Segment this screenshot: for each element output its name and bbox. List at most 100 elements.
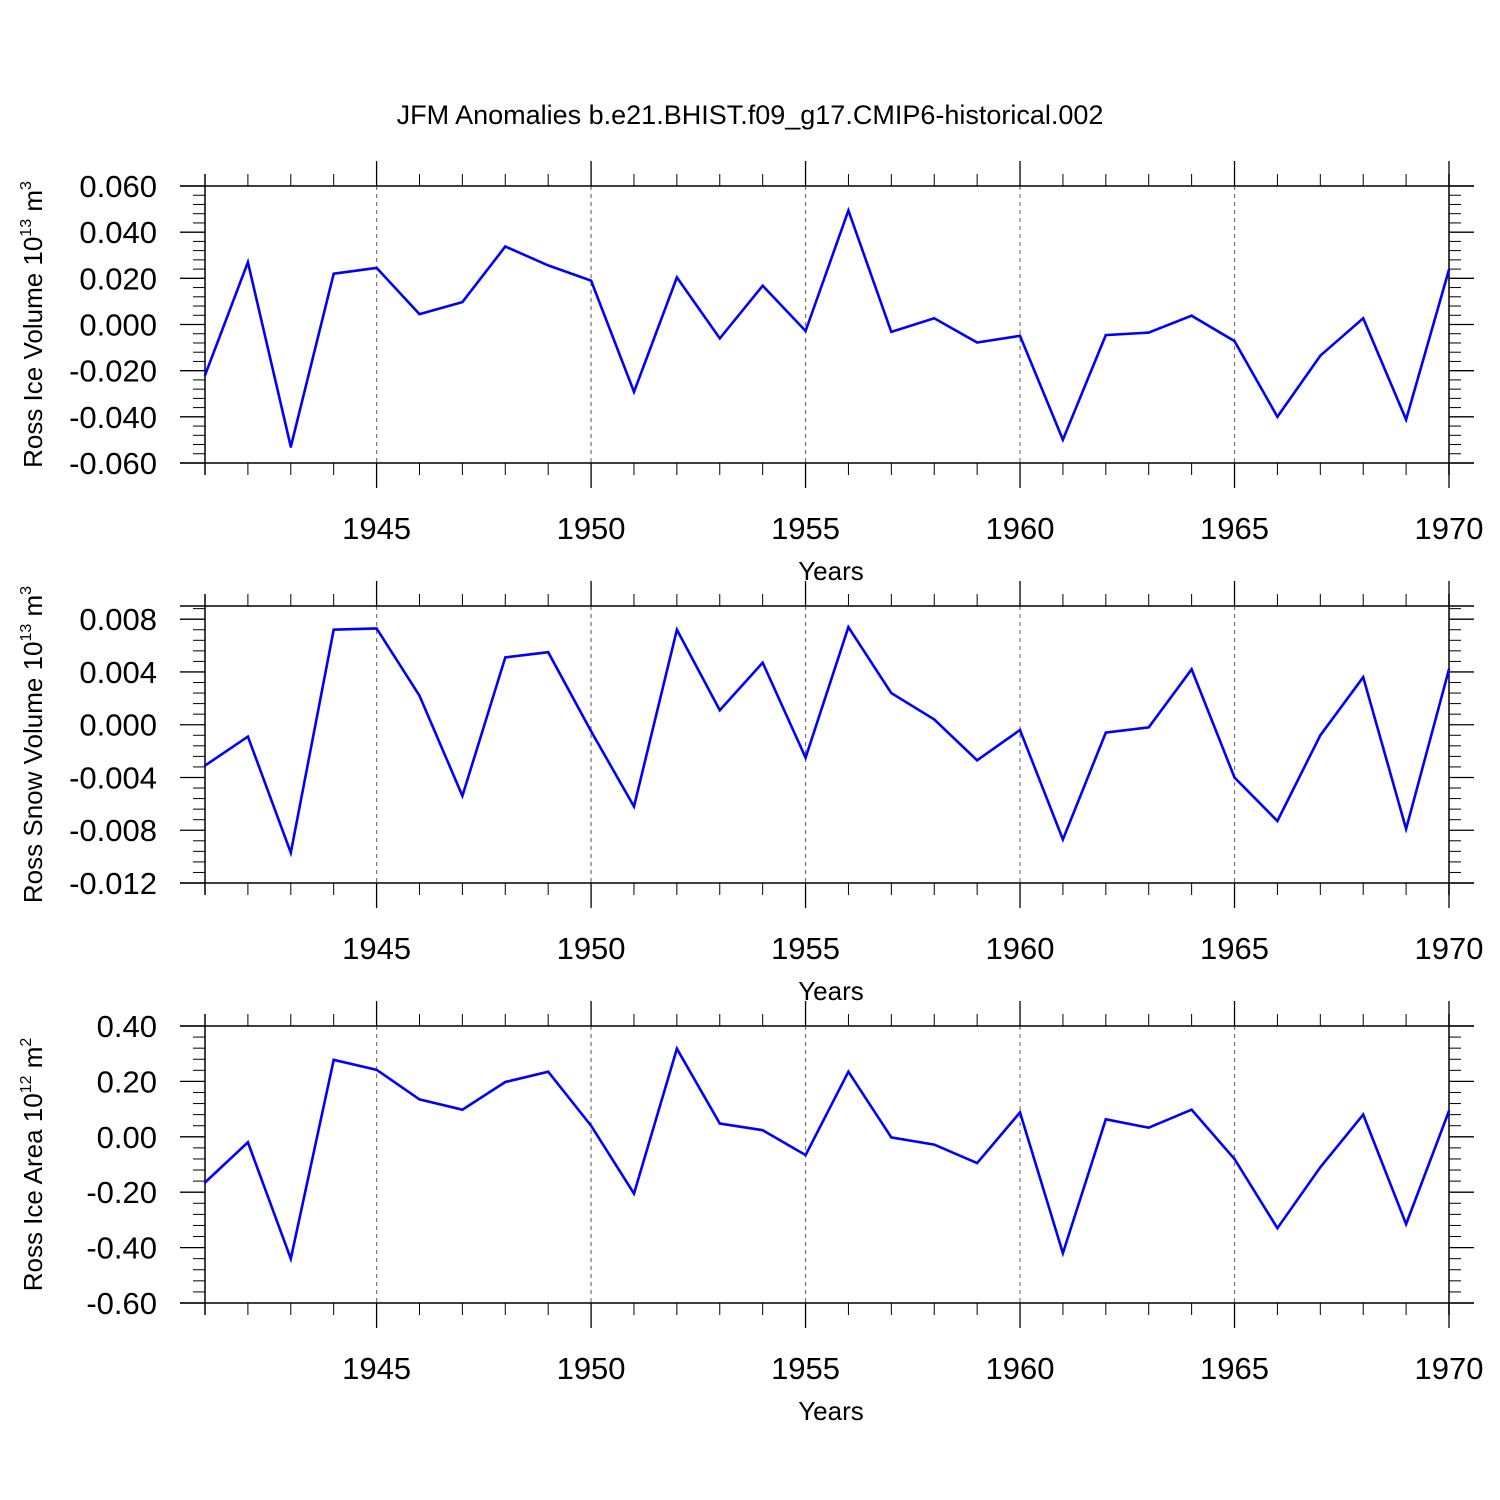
data-point-ice-area-1960 [1018,1111,1022,1114]
panel-snow-volume: -0.012 -0.008 -0.004 0.000 0.004 0.008 1945 195… [18,581,1483,1006]
data-point-ice-volume-1962 [1104,333,1108,337]
data-point-snow-volume-1967 [1319,734,1322,737]
data-point-ice-area-1949 [546,1070,550,1073]
y-tick-label: 0.008 [79,602,157,637]
figure-title: JFM Anomalies b.e21.BHIST.f09_g17.CMIP6-… [397,100,1104,130]
y-tick-label: -0.008 [69,813,157,848]
data-point-ice-volume-1961 [1061,438,1065,441]
x-axis-label: Years [798,1396,864,1426]
y-tick-label: -0.20 [86,1175,157,1210]
data-point-ice-volume-1951 [632,390,636,394]
data-point-ice-area-1969 [1404,1222,1408,1226]
y-axis-label: Ross Snow Volume 1013 m3 [18,586,48,903]
data-point-ice-area-1967 [1319,1166,1322,1169]
x-tick-label: 1955 [771,931,840,966]
x-tick-label: 1955 [771,1351,840,1386]
data-point-ice-area-1946 [418,1098,421,1101]
y-tick-label: 0.000 [79,308,157,343]
data-point-snow-volume-1942 [246,735,250,738]
y-tick-label: -0.040 [69,400,157,435]
y-tick-label: -0.004 [69,760,157,795]
y-label-name: Ross Snow Volume 10 [18,642,48,904]
x-tick-label: 1970 [1415,511,1484,546]
data-point-ice-area-1945 [375,1068,378,1071]
data-point-ice-area-1953 [718,1122,721,1125]
data-point-ice-volume-1948 [504,245,507,248]
data-point-snow-volume-1956 [847,625,850,629]
data-point-ice-volume-1942 [246,260,250,264]
data-point-ice-area-1952 [675,1047,679,1050]
data-point-ice-area-1954 [761,1128,764,1132]
y-axis-label: Ross Ice Volume 1013 m3 [18,181,48,468]
data-point-ice-area-1962 [1104,1118,1108,1121]
data-point-snow-volume-1953 [718,709,721,712]
data-point-ice-area-1970 [1447,1109,1451,1113]
y-label-exp: 12 [18,1075,35,1093]
data-point-snow-volume-1964 [1190,668,1193,671]
data-point-snow-volume-1958 [933,718,936,721]
data-point-snow-volume-1952 [675,628,679,631]
x-tick-label: 1965 [1200,931,1269,966]
y-tick-label: 0.060 [79,169,157,204]
data-point-ice-area-1965 [1233,1157,1236,1161]
data-point-ice-volume-1957 [890,330,893,334]
data-point-ice-area-1948 [504,1080,507,1084]
data-point-snow-volume-1955 [804,756,807,759]
data-point-snow-volume-1963 [1147,726,1150,729]
y-label-exp: 13 [18,624,35,642]
y-tick-label: -0.060 [69,446,157,481]
data-point-snow-volume-1947 [461,794,464,798]
x-tick-label: 1945 [342,1351,411,1386]
data-point-snow-volume-1948 [504,656,507,659]
y-tick-label: -0.012 [69,866,157,901]
data-point-ice-volume-1959 [975,341,979,344]
data-point-ice-volume-1958 [933,317,936,320]
data-point-snow-volume-1950 [589,730,593,733]
data-point-snow-volume-1969 [1404,827,1408,831]
data-point-ice-volume-1955 [804,329,807,333]
data-point-snow-volume-1951 [632,805,636,808]
y-tick-label: 0.000 [79,708,157,743]
data-point-ice-area-1950 [589,1124,593,1127]
data-point-ice-volume-1946 [418,312,421,316]
data-point-ice-volume-1967 [1319,354,1322,357]
y-tick-label: 0.00 [97,1120,157,1155]
y-label-unit-exp: 3 [18,181,35,190]
y-tick-label: -0.020 [69,354,157,389]
data-point-ice-area-1951 [632,1192,636,1195]
x-tick-label: 1970 [1415,1351,1484,1386]
data-point-ice-volume-1964 [1190,314,1193,317]
data-point-ice-volume-1968 [1362,317,1365,320]
data-point-ice-area-1942 [246,1141,250,1144]
x-axis-label: Years [798,976,864,1006]
y-label-unit-exp: 3 [18,586,35,595]
data-point-snow-volume-1957 [890,691,893,695]
data-point-ice-volume-1945 [375,266,378,270]
data-point-ice-area-1964 [1190,1108,1193,1111]
data-point-ice-volume-1947 [461,300,464,304]
x-tick-label: 1960 [986,1351,1055,1386]
x-tick-label: 1945 [342,511,411,546]
x-axis-label: Years [798,556,864,586]
data-point-ice-volume-1944 [332,272,335,275]
x-tick-label: 1950 [557,931,626,966]
data-point-ice-area-1947 [461,1108,464,1111]
data-point-ice-area-1959 [975,1161,979,1165]
data-point-ice-volume-1963 [1147,331,1150,334]
x-tick-label: 1965 [1200,511,1269,546]
series-line-snow-volume [204,624,1451,858]
data-point-snow-volume-1962 [1104,731,1108,734]
series-line-ice-area [204,1045,1451,1264]
y-label-unit-exp: 2 [18,1038,35,1047]
data-point-ice-volume-1965 [1233,339,1236,343]
data-point-ice-area-1944 [332,1058,335,1061]
y-tick-label: -0.40 [86,1231,157,1266]
data-point-snow-volume-1945 [375,627,378,630]
panels: -0.060 -0.040 -0.020 0.000 0.020 0.040 0.060 19… [18,161,1483,1426]
data-point-snow-volume-1944 [332,628,335,631]
x-tick-label: 1970 [1415,931,1484,966]
y-label-unit: m [18,1047,48,1076]
data-point-ice-area-1961 [1061,1251,1065,1255]
data-point-snow-volume-1959 [975,759,979,762]
